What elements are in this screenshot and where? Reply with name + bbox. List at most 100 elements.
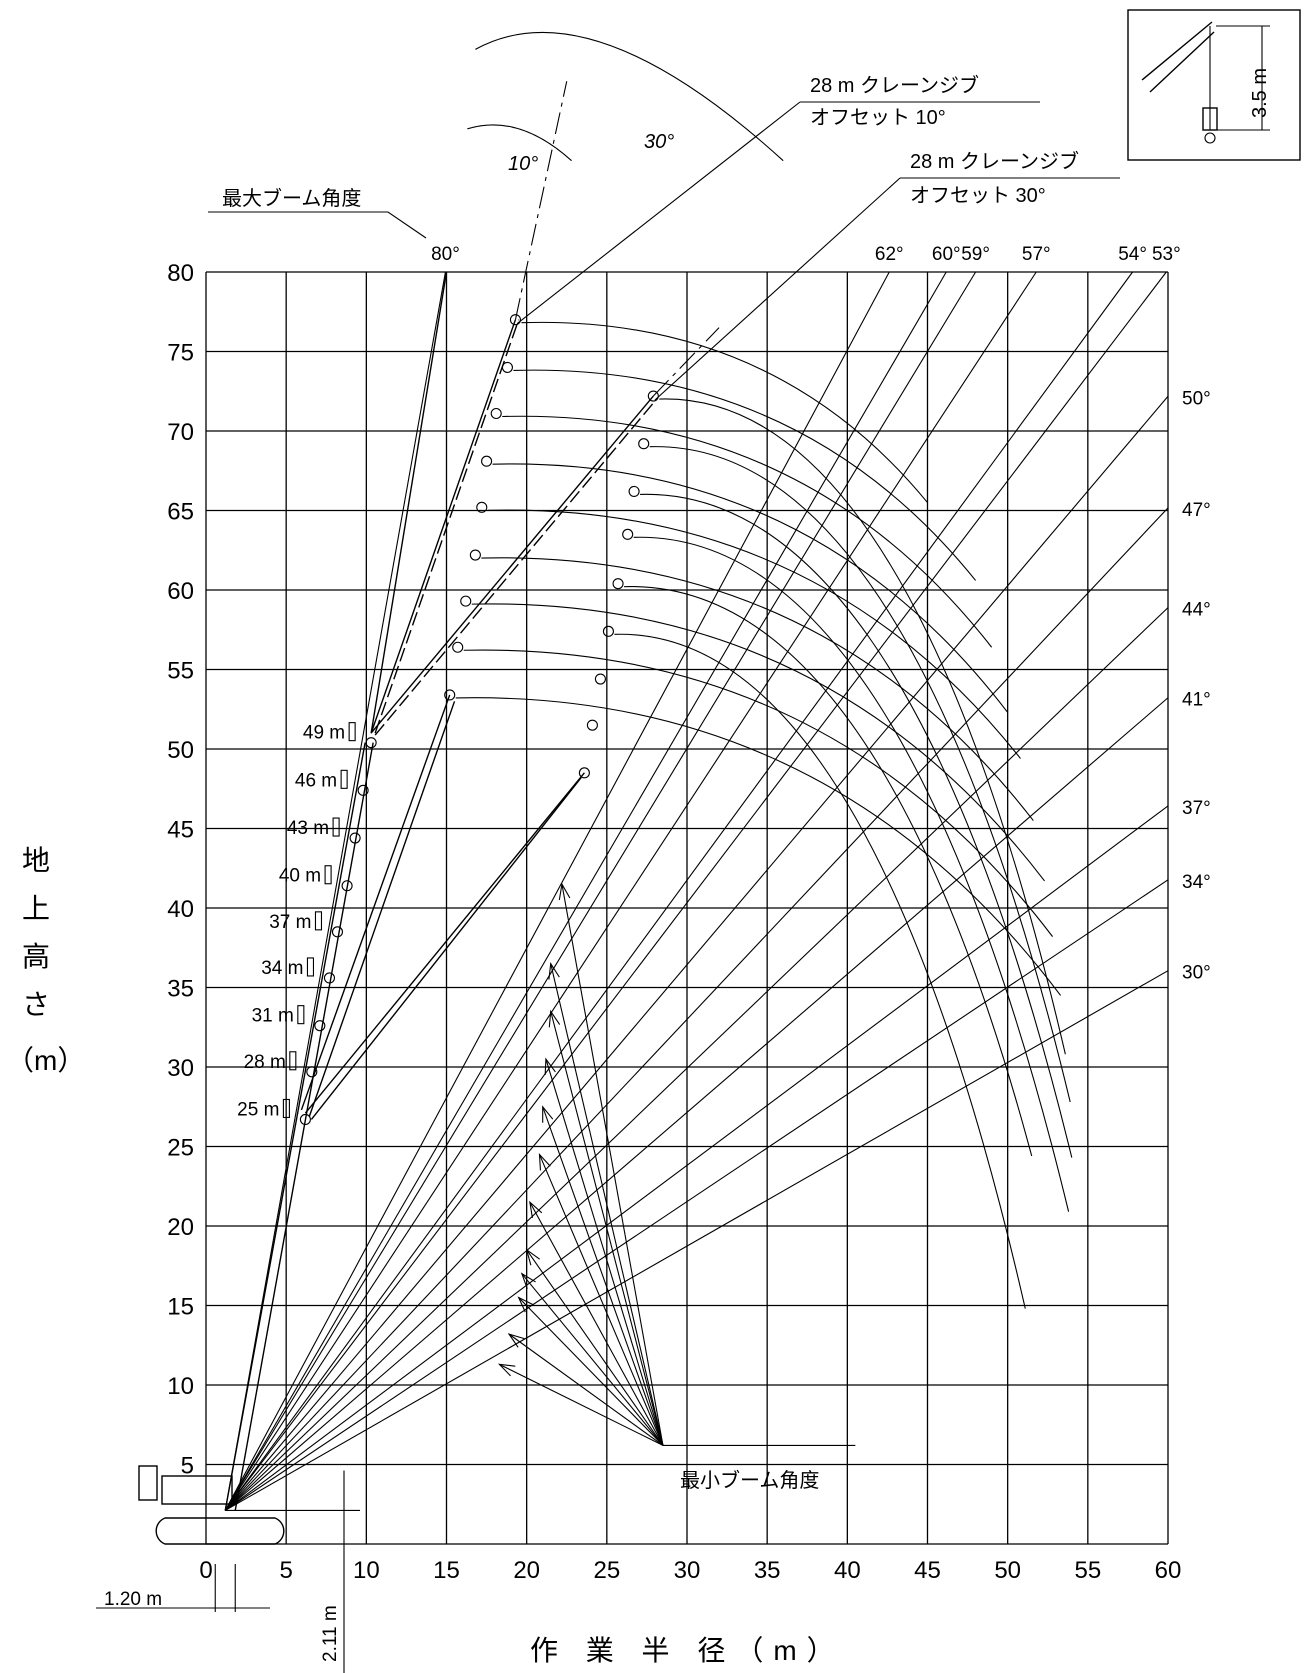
jib-tip-marker bbox=[647, 390, 659, 402]
min-angle-arrow-line bbox=[550, 963, 664, 1446]
boom-tip-block bbox=[306, 957, 315, 977]
y-axis-title-1: 地 bbox=[22, 845, 50, 876]
max-angle-line bbox=[370, 271, 448, 734]
jib-boom-line bbox=[310, 777, 582, 1120]
boom-angle-label: 44° bbox=[1182, 600, 1211, 621]
jib-tip-marker bbox=[586, 719, 598, 731]
jib-centerline bbox=[514, 81, 568, 320]
y-tick-label: 75 bbox=[167, 340, 194, 367]
boom-angle-label: 53° bbox=[1152, 244, 1181, 265]
jib-boom-line bbox=[300, 694, 451, 1111]
tip-markers bbox=[282, 314, 659, 1126]
jib10-leader bbox=[516, 101, 801, 325]
boom-angle-label: 30° bbox=[1182, 963, 1211, 984]
jib-tip-marker bbox=[509, 314, 521, 326]
x-tick-label: 30 bbox=[674, 1557, 701, 1584]
min-angle-arrow-line bbox=[542, 1106, 664, 1446]
x-tick-label: 5 bbox=[279, 1557, 292, 1584]
grid bbox=[205, 271, 1169, 1545]
inset-hook-block bbox=[1202, 107, 1218, 131]
boom-tip-block bbox=[282, 1098, 290, 1119]
jib-working-curves bbox=[455, 321, 1073, 1309]
offset-arc-30 bbox=[475, 31, 784, 162]
min-angle-arrow-line bbox=[499, 1363, 664, 1446]
boom-length-label: 46 m bbox=[295, 770, 337, 791]
boom-angle-line bbox=[224, 271, 890, 1511]
y-tick-label: 40 bbox=[167, 896, 194, 923]
boom-angle-line bbox=[224, 271, 947, 1511]
boom-tip-marker bbox=[349, 832, 361, 844]
jib-offset10-line2: オフセット 10° bbox=[810, 107, 946, 129]
min-angle-arrowhead bbox=[558, 882, 571, 901]
main-boom-edge bbox=[234, 742, 374, 1511]
jib-tip-marker bbox=[501, 361, 513, 373]
boom-tip-block bbox=[340, 769, 348, 789]
min-boom-angle-label: 最小ブーム角度 bbox=[680, 1468, 819, 1492]
jib-tip-marker bbox=[444, 689, 456, 701]
inset-hook bbox=[1204, 132, 1216, 144]
jib-tip-marker bbox=[469, 549, 481, 561]
boom-tip-block bbox=[289, 1051, 297, 1071]
y-tick-label: 45 bbox=[167, 817, 194, 844]
min-angle-arrow-line bbox=[518, 1297, 664, 1446]
labels: 80° 62° 60° 59° 57° 54° 53° 50° 47° 44° 41° 37° 34° 3… bbox=[208, 31, 1211, 1120]
jib-working-curve bbox=[471, 603, 1045, 882]
jib-working-curve bbox=[521, 321, 928, 503]
boom-angle-line bbox=[224, 805, 1169, 1511]
boom-tip-block bbox=[297, 1005, 305, 1025]
boom-angle-label: 54° bbox=[1118, 244, 1147, 265]
min-angle-arrowhead bbox=[497, 1363, 516, 1377]
jib-working-curve bbox=[649, 446, 1071, 1103]
boom-angle-label: 34° bbox=[1182, 872, 1211, 893]
jib30-line bbox=[374, 398, 658, 736]
boom-angle-lines bbox=[224, 271, 1169, 1511]
jib-boom-line bbox=[308, 701, 456, 1117]
jib-tip-marker bbox=[622, 528, 634, 540]
jib-tip-marker bbox=[481, 455, 493, 467]
inset-frame bbox=[1127, 9, 1301, 161]
jib-tip-marker bbox=[452, 641, 464, 653]
max-angle-leader bbox=[208, 211, 427, 239]
boom-angle-label: 60° bbox=[932, 244, 961, 265]
boom-angle-label: 80° bbox=[431, 244, 460, 265]
boom-angle-line bbox=[224, 271, 1037, 1511]
jib-tip-marker bbox=[460, 595, 472, 607]
jib-working-curve bbox=[492, 463, 1009, 713]
boom-tip-marker bbox=[331, 926, 344, 938]
y-axis-title-2: 上 bbox=[22, 893, 50, 924]
y-tick-label: 55 bbox=[167, 658, 194, 685]
boom-angle-line bbox=[224, 271, 446, 1511]
y-tick-label: 35 bbox=[167, 976, 194, 1003]
boom-angle-line bbox=[224, 395, 1169, 1511]
y-tick-label: 70 bbox=[167, 419, 194, 446]
axis-ticks: 0 5 10 15 20 25 30 35 40 45 50 55 60 5 10 15 20 25 30 35 40 4… bbox=[167, 260, 1181, 1584]
jib-tip-marker bbox=[602, 625, 614, 637]
x-tick-label: 50 bbox=[994, 1557, 1021, 1584]
x-tick-label: 40 bbox=[834, 1557, 861, 1584]
dim-x-label: 1.20 m bbox=[104, 1589, 162, 1610]
boom-length-label: 25 m bbox=[237, 1099, 279, 1120]
boom-length-label: 40 m bbox=[279, 866, 321, 887]
y-tick-label: 20 bbox=[167, 1214, 194, 1241]
boom-tip-block bbox=[348, 722, 356, 742]
min-angle-arrow-line bbox=[545, 1058, 664, 1446]
min-angle-arrowhead bbox=[525, 1248, 541, 1266]
jib-offset10-line1: 28 m クレーンジブ bbox=[810, 73, 979, 97]
jib30-leader bbox=[654, 177, 901, 401]
jib-working-curve bbox=[502, 415, 993, 648]
dim-y-label: 2.11 m bbox=[320, 1605, 341, 1662]
boom-angle-label: 62° bbox=[875, 244, 904, 265]
boom-tip-block bbox=[332, 817, 340, 837]
x-tick-label: 60 bbox=[1155, 1557, 1182, 1584]
boom-tip-marker bbox=[365, 737, 377, 749]
min-angle-arrowhead bbox=[529, 1200, 543, 1219]
jib-working-curve bbox=[513, 369, 977, 581]
x-tick-label: 35 bbox=[754, 1557, 781, 1584]
y-tick-label: 25 bbox=[167, 1135, 194, 1162]
x-tick-label: 10 bbox=[353, 1557, 380, 1584]
min-angle-arrow-line bbox=[521, 1273, 664, 1446]
boom-angle-line bbox=[224, 507, 1169, 1511]
boom-length-label: 49 m bbox=[303, 723, 345, 744]
jib-working-curve bbox=[481, 557, 1034, 821]
